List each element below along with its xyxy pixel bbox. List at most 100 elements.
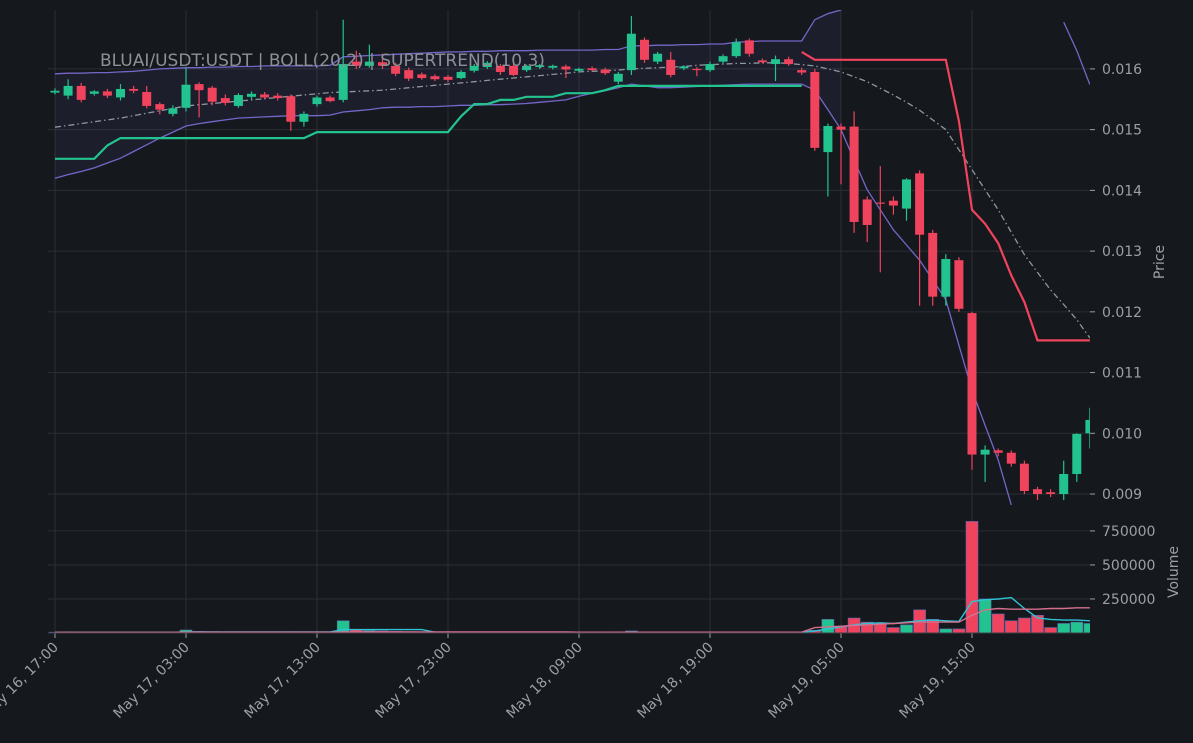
candle-body: [50, 90, 60, 93]
y-tick-label: 500000: [1102, 558, 1155, 574]
candle-body: [600, 69, 610, 74]
candle-body: [260, 94, 270, 98]
candle-body: [417, 74, 427, 79]
volume-bar: [1004, 620, 1018, 634]
candle-body: [273, 95, 283, 99]
candle-body: [364, 61, 374, 66]
y-tick-label: 0.014: [1102, 183, 1142, 199]
candle-body: [954, 260, 964, 309]
x-tick-label: May 19, 15:00: [896, 640, 978, 722]
x-tick-label: May 17, 23:00: [372, 640, 454, 722]
candle-body: [456, 71, 466, 79]
candle-body: [509, 65, 518, 75]
candle-body: [1072, 433, 1082, 474]
candle-body: [862, 199, 872, 225]
candle-body: [836, 126, 846, 130]
volume-bar: [965, 521, 979, 634]
candle-body: [142, 91, 152, 106]
volume-bar: [1083, 623, 1090, 634]
candle-body: [718, 56, 728, 62]
candle-body: [1019, 463, 1029, 491]
candle-body: [666, 59, 676, 75]
candle-body: [993, 450, 1003, 453]
y-tick-label: 0.011: [1102, 366, 1142, 382]
candle-body: [168, 108, 178, 114]
candle-body: [941, 259, 951, 297]
volume-bar: [1018, 617, 1031, 634]
candle-body: [312, 97, 322, 105]
y-tick-label: 0.010: [1102, 426, 1142, 442]
chart-title: BLUAI/USDT:USDT | BOLL(20,2) | SUPERTREN…: [100, 51, 545, 71]
candle-body: [928, 232, 938, 297]
volume-bar: [952, 628, 966, 634]
x-tick-label: May 17, 13:00: [241, 640, 323, 722]
candle-body: [810, 71, 820, 148]
candle-body: [207, 87, 217, 102]
candle-body: [587, 68, 597, 71]
bollinger-line: [54, 83, 1012, 506]
y-tick-label: 0.009: [1102, 487, 1142, 503]
supertrend-line: [801, 50, 1090, 342]
candle-body: [535, 65, 545, 68]
candle-body: [495, 65, 505, 72]
candle-body: [797, 70, 807, 73]
candle-body: [522, 65, 532, 71]
candle-body: [404, 70, 414, 79]
volume-bar: [1044, 627, 1057, 634]
volume-bar: [978, 598, 992, 634]
candle-body: [679, 66, 689, 69]
candle-body: [875, 202, 885, 204]
candle-body: [915, 173, 925, 235]
candle-body: [888, 200, 898, 206]
candle-body: [299, 113, 309, 122]
candle-body: [338, 64, 348, 100]
candle-body: [849, 126, 859, 222]
candle-body: [430, 76, 440, 80]
candle-body: [784, 59, 794, 65]
x-tick-label: May 19, 05:00: [765, 640, 847, 722]
y-tick-label: 0.016: [1102, 62, 1142, 78]
candle-body: [247, 93, 256, 97]
candle-body: [76, 85, 86, 100]
volume-bar: [991, 613, 1005, 634]
candle-body: [63, 85, 73, 96]
candle-body: [194, 84, 204, 91]
y-tick-label: 750000: [1102, 524, 1155, 540]
candle-body: [626, 33, 636, 71]
candle-body: [286, 96, 296, 122]
candle-body: [116, 88, 125, 98]
volume-bar: [887, 627, 900, 634]
x-tick-label: May 17, 03:00: [110, 640, 192, 722]
candle-body: [325, 97, 335, 102]
candle-body: [89, 91, 99, 94]
volume-bar: [1057, 623, 1070, 634]
candle-body: [653, 53, 663, 62]
candle-body: [771, 59, 780, 65]
y-tick-label: 250000: [1102, 592, 1155, 608]
candle-body: [692, 68, 702, 71]
candle-body: [1046, 492, 1056, 495]
supertrend-line: [55, 84, 802, 160]
y-axis-label: Price: [1152, 245, 1168, 279]
volume-ma-line: [55, 607, 1090, 633]
candle-body: [613, 73, 623, 82]
candle-body: [757, 60, 767, 63]
y-tick-label: 0.013: [1102, 244, 1142, 260]
volume-bar: [1070, 621, 1084, 634]
volume-bar: [900, 624, 913, 634]
candle-body: [705, 64, 715, 71]
candle-body: [155, 104, 165, 110]
volume-bar: [939, 628, 953, 634]
x-tick-label: May 18, 19:00: [634, 640, 716, 722]
candle-body: [967, 313, 977, 455]
candle-body: [548, 65, 558, 68]
y-axis-label: Volume: [1166, 546, 1182, 598]
y-tick-label: 0.012: [1102, 305, 1142, 321]
y-tick-label: 0.015: [1102, 123, 1142, 139]
candle-body: [1085, 419, 1090, 434]
candle-body: [129, 88, 139, 91]
x-tick-label: May 16, 17:00: [0, 640, 62, 722]
candle-body: [220, 98, 230, 103]
candle-body: [351, 61, 361, 66]
